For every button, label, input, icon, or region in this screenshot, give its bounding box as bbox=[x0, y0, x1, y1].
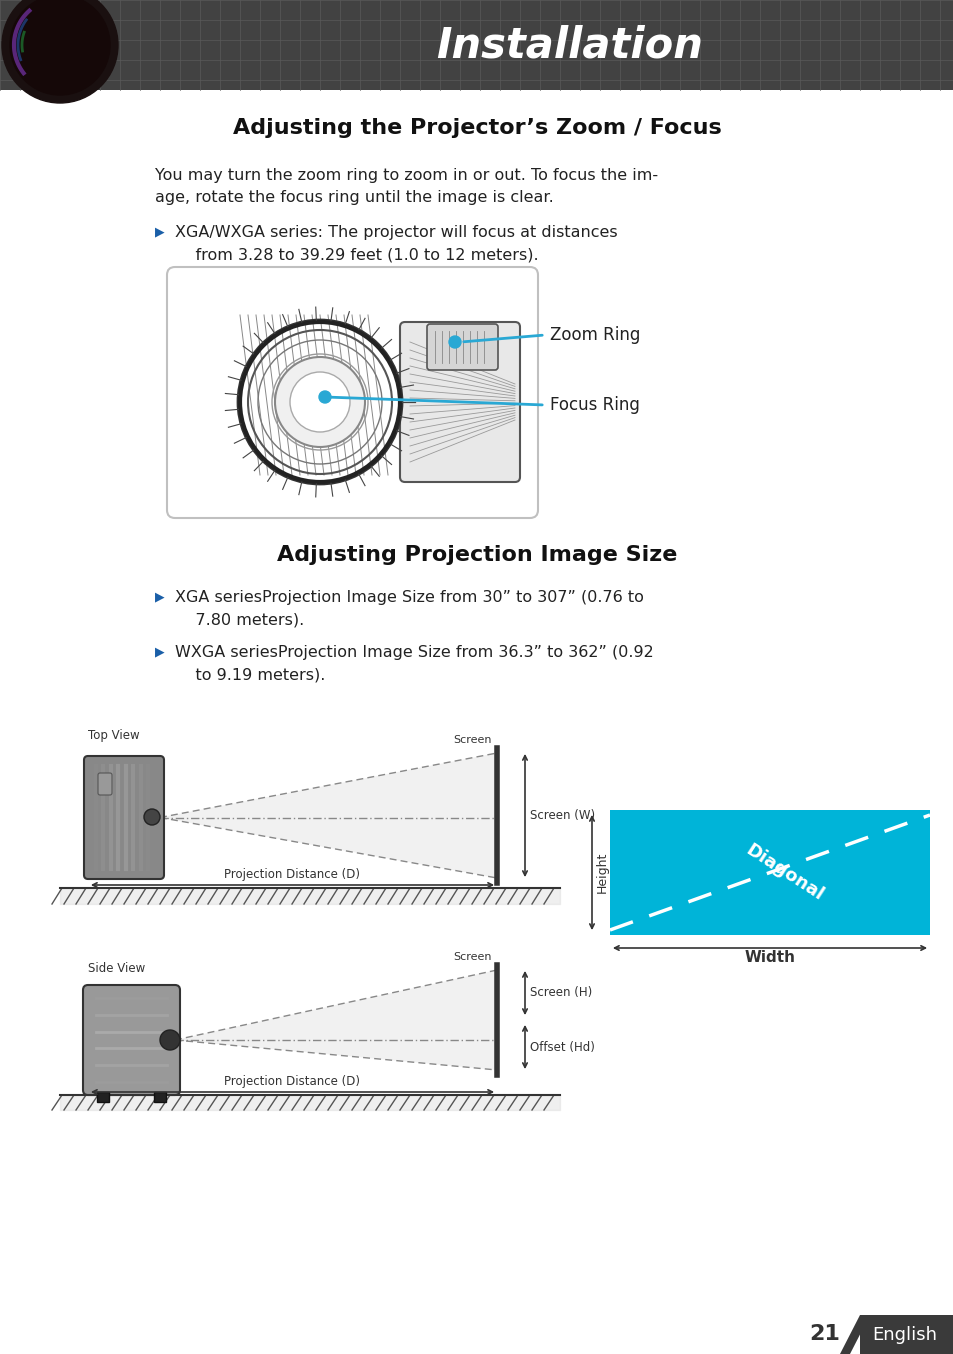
Text: Side View: Side View bbox=[88, 961, 145, 975]
Polygon shape bbox=[160, 753, 497, 877]
Text: ▶: ▶ bbox=[154, 590, 165, 603]
FancyBboxPatch shape bbox=[167, 267, 537, 519]
Bar bbox=[609, 810, 929, 936]
Text: ▶: ▶ bbox=[154, 225, 165, 238]
Text: XGA seriesProjection Image Size from 30” to 307” (0.76 to
    7.80 meters).: XGA seriesProjection Image Size from 30”… bbox=[174, 590, 643, 627]
Circle shape bbox=[318, 391, 331, 403]
Text: You may turn the zoom ring to zoom in or out. To focus the im-
age, rotate the f: You may turn the zoom ring to zoom in or… bbox=[154, 168, 658, 206]
Circle shape bbox=[45, 30, 75, 60]
Circle shape bbox=[274, 357, 365, 447]
Text: Projection Distance (D): Projection Distance (D) bbox=[224, 1075, 360, 1089]
Text: Zoom Ring: Zoom Ring bbox=[550, 326, 639, 344]
Text: ▶: ▶ bbox=[154, 645, 165, 658]
Text: Screen: Screen bbox=[453, 735, 492, 745]
Bar bbox=[97, 1091, 109, 1102]
Text: Diagonal: Diagonal bbox=[742, 841, 826, 904]
Bar bbox=[859, 1315, 953, 1354]
Text: Screen (W): Screen (W) bbox=[530, 808, 595, 822]
Text: 21: 21 bbox=[809, 1324, 840, 1345]
Text: English: English bbox=[872, 1326, 937, 1343]
Text: Projection Distance (D): Projection Distance (D) bbox=[224, 868, 360, 881]
FancyBboxPatch shape bbox=[427, 324, 497, 370]
Text: Top View: Top View bbox=[88, 728, 139, 742]
Text: Width: Width bbox=[743, 949, 795, 964]
Text: Installation: Installation bbox=[436, 24, 702, 66]
Text: WXGA seriesProjection Image Size from 36.3” to 362” (0.92
    to 9.19 meters).: WXGA seriesProjection Image Size from 36… bbox=[174, 645, 653, 682]
Text: Screen (H): Screen (H) bbox=[530, 986, 592, 999]
Circle shape bbox=[290, 372, 350, 432]
Bar bbox=[0, 0, 953, 89]
Text: Height: Height bbox=[595, 852, 608, 894]
Polygon shape bbox=[174, 969, 497, 1070]
FancyBboxPatch shape bbox=[98, 773, 112, 795]
Circle shape bbox=[449, 336, 460, 348]
Bar bbox=[794, 1315, 869, 1354]
Text: Screen: Screen bbox=[453, 952, 492, 961]
Text: Offset (Hd): Offset (Hd) bbox=[530, 1041, 595, 1053]
Circle shape bbox=[16, 1, 104, 89]
Text: Adjusting Projection Image Size: Adjusting Projection Image Size bbox=[276, 546, 677, 565]
Circle shape bbox=[2, 0, 118, 103]
Circle shape bbox=[144, 808, 160, 825]
FancyBboxPatch shape bbox=[399, 322, 519, 482]
FancyBboxPatch shape bbox=[84, 756, 164, 879]
Circle shape bbox=[10, 0, 110, 95]
FancyBboxPatch shape bbox=[83, 984, 180, 1095]
Circle shape bbox=[25, 9, 95, 80]
Circle shape bbox=[35, 20, 85, 70]
Text: Focus Ring: Focus Ring bbox=[550, 395, 639, 414]
Bar bbox=[153, 1091, 166, 1102]
Polygon shape bbox=[840, 1315, 869, 1354]
Text: Adjusting the Projector’s Zoom / Focus: Adjusting the Projector’s Zoom / Focus bbox=[233, 118, 720, 138]
Text: XGA/WXGA series: The projector will focus at distances
    from 3.28 to 39.29 fe: XGA/WXGA series: The projector will focu… bbox=[174, 225, 617, 263]
Circle shape bbox=[160, 1030, 180, 1049]
